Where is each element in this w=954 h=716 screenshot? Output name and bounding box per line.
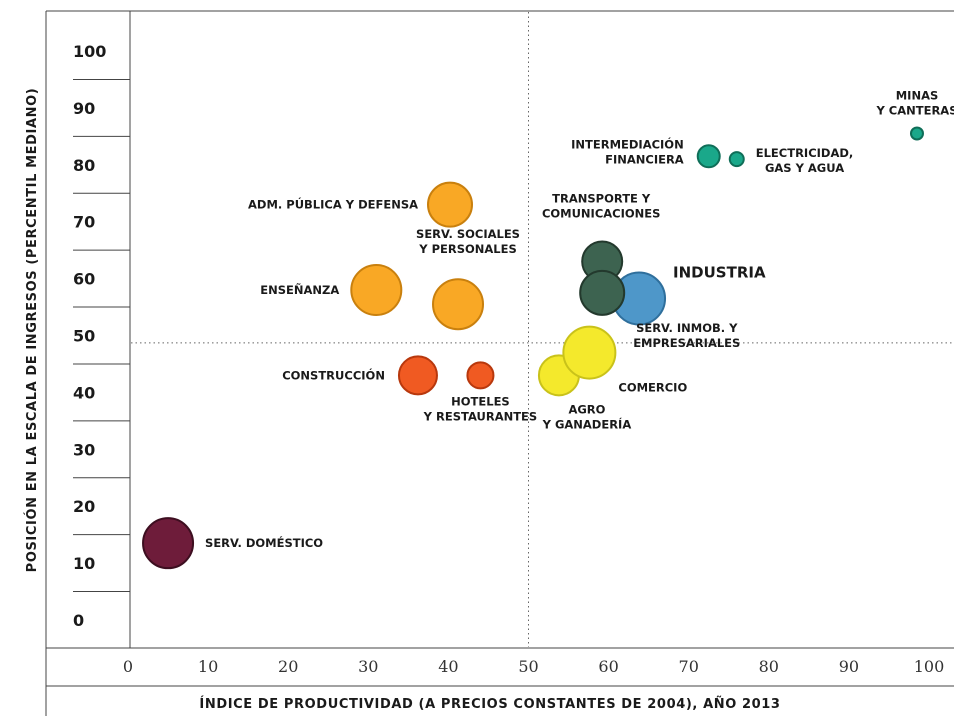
bubble-label: SERV. SOCIALES Y PERSONALES [416, 227, 520, 256]
x-tick-label: 10 [198, 657, 218, 676]
x-tick-label: 70 [679, 657, 699, 676]
bubble [728, 151, 745, 168]
bubble-label: MINAS Y CANTERAS [875, 89, 954, 118]
bubble [579, 269, 626, 316]
x-tick-label: 90 [839, 657, 859, 676]
y-tick-label: 60 [73, 270, 95, 289]
bubble [466, 361, 495, 390]
bubble-label: SERV. DOMÉSTICO [205, 535, 323, 550]
y-tick-dividers [73, 78, 130, 593]
x-tick-label: 0 [123, 657, 133, 676]
bubble-label: AGRO Y GANADERÍA [542, 402, 632, 431]
bubble [427, 181, 474, 228]
y-tick-label: 20 [73, 497, 95, 516]
x-tick-label: 20 [278, 657, 298, 676]
y-tick-label: 80 [73, 156, 95, 175]
bubble-label: ELECTRICIDAD, GAS Y AGUA [756, 146, 854, 175]
y-tick-label: 50 [73, 327, 95, 346]
bubble [562, 325, 617, 380]
bubble-label: INDUSTRIA [673, 264, 766, 282]
y-tick-label: 10 [73, 554, 95, 573]
bubble-label: COMERCIO [618, 381, 687, 395]
bubble-label: SERV. INMOB. Y EMPRESARIALES [633, 321, 740, 350]
bubble [350, 263, 403, 316]
bubble-label: CONSTRUCCIÓN [282, 367, 385, 382]
y-tick-label: 70 [73, 213, 95, 232]
x-axis-title: ÍNDICE DE PRODUCTIVIDAD (A PRECIOS CONST… [199, 696, 780, 712]
bubble [432, 278, 485, 331]
y-tick-label: 100 [73, 42, 106, 61]
y-tick-label: 0 [73, 611, 84, 630]
x-tick-label: 30 [358, 657, 378, 676]
reference-lines [131, 12, 954, 647]
bubble-label: ENSEÑANZA [260, 282, 339, 297]
bubble [397, 355, 438, 396]
bubble [142, 517, 195, 570]
bubble-label: HOTELES Y RESTAURANTES [423, 394, 538, 423]
bubble-label: ADM. PÚBLICA Y DEFENSA [248, 197, 418, 212]
bubble [909, 126, 924, 141]
y-tick-label: 40 [73, 383, 95, 402]
x-tick-label: 100 [914, 657, 945, 676]
x-tick-label: 80 [759, 657, 779, 676]
bubble [696, 144, 721, 169]
x-tick-label: 50 [518, 657, 538, 676]
y-tick-label: 90 [73, 99, 95, 118]
x-tick-label: 40 [438, 657, 458, 676]
bubble-label: INTERMEDIACIÓN FINANCIERA [571, 136, 684, 166]
bubbles [142, 126, 924, 570]
y-axis-title: POSICIÓN EN LA ESCALA DE INGRESOS (PERCE… [24, 88, 40, 573]
x-tick-label: 60 [598, 657, 618, 676]
x-tick-labels: 0 10 20 30 40 50 60 70 80 90 100 [123, 657, 944, 676]
bubble-label: TRANSPORTE Y COMUNICACIONES [542, 192, 661, 221]
bubble-labels: SERV. DOMÉSTICO CONSTRUCCIÓN HOTELES Y REST… [205, 89, 954, 551]
y-tick-label: 30 [73, 440, 95, 459]
